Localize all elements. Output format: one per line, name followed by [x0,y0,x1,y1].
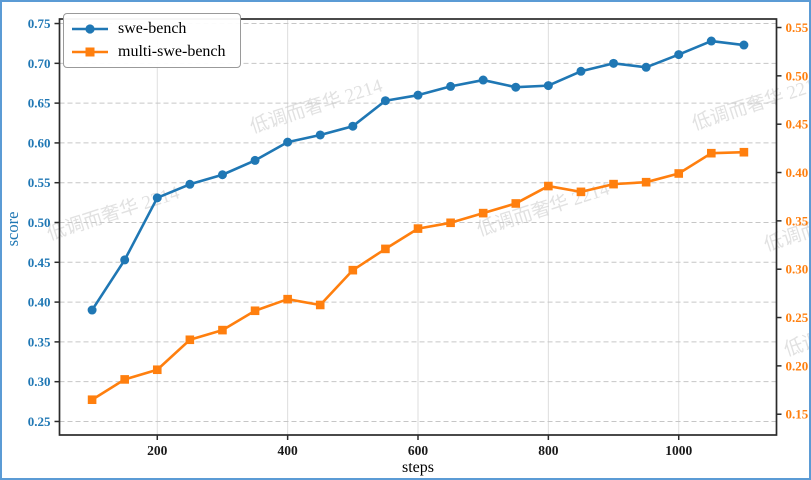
svg-text:0.65: 0.65 [28,96,51,111]
legend-swatch-line-square-icon [72,47,108,57]
svg-text:0.45: 0.45 [28,255,51,270]
svg-text:0.20: 0.20 [786,358,809,373]
legend: swe-bench multi-swe-bench [63,13,241,68]
legend-swatch-line-circle-icon [72,24,108,34]
svg-text:0.40: 0.40 [28,295,51,310]
svg-text:0.75: 0.75 [28,16,51,31]
legend-item-multi-swe-bench: multi-swe-bench [70,42,226,62]
svg-text:0.35: 0.35 [28,334,51,349]
series-multi-swe-bench [87,147,749,405]
svg-text:0.30: 0.30 [28,374,51,389]
y-axis-label: score [3,212,22,247]
svg-text:0.55: 0.55 [786,20,809,35]
svg-text:0.30: 0.30 [786,262,809,277]
svg-text:800: 800 [538,443,559,458]
svg-text:0.25: 0.25 [786,310,809,325]
svg-text:低调而奢华 2214: 低调而奢华 2214 [247,74,385,138]
svg-text:600: 600 [408,443,429,458]
svg-text:低调而奢华 2214: 低调而奢华 2214 [44,181,182,245]
legend-item-swe-bench: swe-bench [70,19,226,39]
svg-text:0.45: 0.45 [786,117,809,132]
legend-label: swe-bench [118,20,187,37]
svg-text:0.70: 0.70 [28,56,51,71]
x-axis-label: steps [402,459,434,476]
svg-text:低调而奢华 2214: 低调而奢华 2214 [781,297,809,361]
svg-text:200: 200 [147,443,168,458]
svg-text:0.60: 0.60 [28,135,51,150]
svg-text:0.35: 0.35 [786,213,809,228]
svg-text:1000: 1000 [665,443,692,458]
svg-text:0.55: 0.55 [28,175,51,190]
axis-labels: steps score [3,212,434,476]
legend-label: multi-swe-bench [118,43,226,60]
svg-text:0.50: 0.50 [786,68,809,83]
svg-text:0.40: 0.40 [786,165,809,180]
series-swe-bench [87,36,749,315]
svg-text:0.15: 0.15 [786,407,809,422]
svg-text:0.50: 0.50 [28,215,51,230]
svg-text:0.25: 0.25 [28,414,51,429]
svg-text:400: 400 [278,443,299,458]
ticks-and-labels: 0.25 0.30 0.35 0.40 0.45 0.50 0.55 0.60 0.65 0.70… [28,16,809,458]
